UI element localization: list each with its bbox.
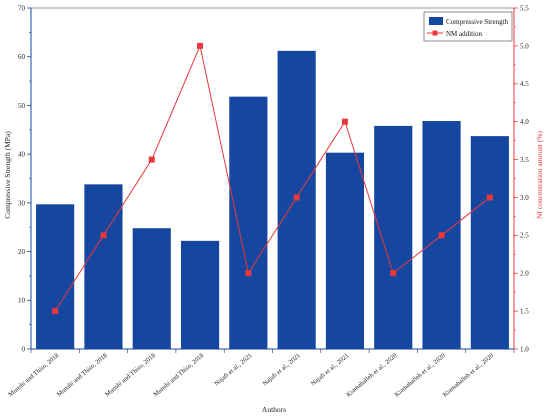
y2-tick-label-1.0: 1.0: [520, 345, 529, 353]
category-label-3: Munshi and Thiso, 2018: [104, 352, 157, 398]
y-axis-label: Compressive Strength (MPa): [3, 131, 12, 219]
category-label-1: Munshi and Thiso, 2018: [7, 352, 60, 398]
bar-1: [36, 204, 75, 349]
line-layer: [52, 42, 493, 315]
nm-addition-point-4: [197, 42, 204, 49]
y2-axis-label: NI concentration amount (%): [535, 130, 544, 219]
bar-4: [180, 240, 220, 349]
nm-addition-point-3: [148, 156, 155, 163]
y2-tick-label-4.5: 4.5: [520, 80, 529, 88]
bar-8: [374, 125, 413, 349]
bar-7: [325, 152, 365, 349]
y-tick-label-40: 40: [18, 151, 26, 159]
category-label-6: Najafi et al., 2021: [262, 352, 302, 387]
nm-addition-line: [54, 44, 491, 312]
y-tick-label-50: 50: [18, 102, 26, 110]
nm-addition-point-9: [438, 232, 445, 239]
legend-swatch-bar: [429, 17, 443, 25]
y2-tick-label-5.0: 5.0: [520, 42, 529, 50]
bar-3: [132, 228, 171, 349]
legend: Compressive Strength NM addition: [423, 11, 513, 42]
y-tick-label-30: 30: [18, 199, 26, 207]
y2-tick-label-3.5: 3.5: [520, 156, 529, 164]
x-axis-label: Authors: [262, 405, 286, 414]
legend-label-nm-addition: NM addition: [446, 30, 482, 38]
category-label-9: Kiamahalleh et al., 2020: [394, 352, 447, 398]
nm-addition-point-5: [245, 270, 252, 277]
nm-addition-point-10: [486, 194, 493, 201]
legend-swatch-marker: [432, 30, 438, 36]
bar-10: [470, 136, 509, 349]
y2-tick-label-2.0: 2.0: [520, 270, 529, 278]
y2-tick-label-4.0: 4.0: [520, 118, 529, 126]
category-label-10: Kiamahalleh et al., 2020: [442, 352, 495, 398]
nm-addition-point-1: [52, 308, 59, 315]
y-tick-label-10: 10: [18, 297, 26, 305]
bar-2: [84, 184, 123, 349]
nm-addition-point-8: [390, 270, 397, 277]
category-label-8: Kiamahalleh et al., 2020: [345, 352, 398, 398]
bars-layer: [36, 50, 509, 350]
y2-tick-label-5.5: 5.5: [520, 4, 529, 12]
nm-addition-point-7: [341, 118, 348, 125]
nm-addition-point-6: [293, 194, 300, 201]
bar-5: [229, 96, 268, 349]
category-label-4: Munshi and Thiso, 2018: [152, 352, 205, 398]
category-label-7: Najafi et al., 2021: [310, 352, 350, 387]
y-tick-label-60: 60: [18, 53, 26, 61]
y-tick-label-70: 70: [18, 4, 26, 12]
right-ticks: 1.0 1.5 2.0 2.5 3.0 3.5 4.0 4.5 5.0 5.5: [514, 4, 529, 353]
category-label-5: Najafi et al., 2021: [213, 352, 253, 387]
legend-label-compressive-strength: Compressive Strength: [446, 18, 509, 26]
y-tick-label-20: 20: [18, 248, 26, 256]
y2-tick-label-2.5: 2.5: [520, 232, 529, 240]
category-label-2: Munshi and Thiso, 2018: [56, 352, 109, 398]
nm-addition-point-2: [100, 232, 107, 239]
y-tick-label-0: 0: [22, 345, 26, 353]
left-ticks: 0 10 20 30 40 50 60 70: [18, 4, 31, 353]
legend-box: [423, 11, 513, 42]
y2-tick-label-1.5: 1.5: [520, 308, 529, 316]
y2-tick-label-3.0: 3.0: [520, 194, 529, 202]
